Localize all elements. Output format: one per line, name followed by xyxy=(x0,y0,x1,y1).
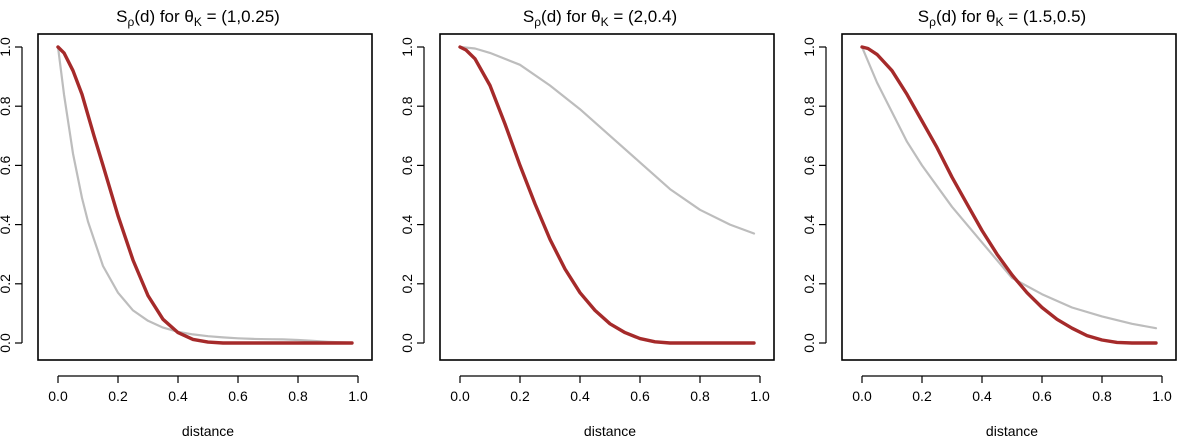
panel-2-x-tick-label: 0.2 xyxy=(510,388,530,404)
panel-3-title: Sρ(d) for θK = (1.5,0.5) xyxy=(918,7,1086,29)
panel-3: Sρ(d) for θK = (1.5,0.5) 0.0 0.2 0.4 0.6 0.8… xyxy=(801,7,1177,439)
panel-1-y-tick-label: 0.8 xyxy=(0,96,13,116)
panel-2-plot-frame xyxy=(439,33,775,361)
panel-1-x-tick-label: 0.8 xyxy=(288,388,308,404)
panel-2-y-tick-label: 1.0 xyxy=(399,37,415,57)
panel-1-plot-frame xyxy=(37,33,373,361)
panel-2-y-tick-label: 0.6 xyxy=(399,155,415,175)
panel-2-y-tick-label: 0.2 xyxy=(399,274,415,294)
panel-1-x-tick-label: 0.6 xyxy=(228,388,248,404)
panel-3-y-tick-label: 0.6 xyxy=(801,155,817,175)
panel-2-y-tick-label: 0.0 xyxy=(399,333,415,353)
panel-2-x-tick-label: 0.6 xyxy=(630,388,650,404)
panel-2-series-2-line xyxy=(458,45,756,345)
panel-3-plot-area: 0.0 0.2 0.4 0.6 0.8 1.0 0.0 0.2 0.4 0.6 0.8 1.0 xyxy=(801,33,1177,404)
panel-1-x-tick-label: 0.2 xyxy=(108,388,128,404)
panel-3-x-tick-label: 0.2 xyxy=(912,388,932,404)
panel-1-series-1-line xyxy=(56,45,354,344)
panel-3-y-tick-label: 0.0 xyxy=(801,333,817,353)
panel-1-x-tick-label: 0.4 xyxy=(168,388,188,404)
panel-2-y-tick-label: 0.4 xyxy=(399,215,415,235)
panel-3-x-tick-label: 0.0 xyxy=(852,388,872,404)
panel-1-series-2-line xyxy=(56,45,354,345)
panel-3-y-tick-label: 1.0 xyxy=(801,37,817,57)
panel-2-series-1-line xyxy=(458,45,756,235)
panel-1-y-tick-label: 0.6 xyxy=(0,155,13,175)
panel-2-x-axis-label: distance xyxy=(584,423,636,439)
panel-3-series-1-line xyxy=(860,45,1158,330)
panel-1-y-tick-label: 0.2 xyxy=(0,274,13,294)
panel-1-x-tick-label: 0.0 xyxy=(48,388,68,404)
panel-3-x-tick-label: 0.8 xyxy=(1092,388,1112,404)
panel-3-x-tick-label: 1.0 xyxy=(1152,388,1172,404)
panel-3-x-axis-label: distance xyxy=(986,423,1038,439)
panel-3-y-tick-label: 0.2 xyxy=(801,274,817,294)
panel-2-x-tick-label: 0.4 xyxy=(570,388,590,404)
panel-1-y-tick-label: 0.0 xyxy=(0,333,13,353)
panel-1-plot-area: 0.0 0.2 0.4 0.6 0.8 1.0 0.0 0.2 0.4 0.6 0.8 1.0 xyxy=(0,33,373,404)
panel-1-y-tick-label: 0.4 xyxy=(0,215,13,235)
panel-3-plot-frame xyxy=(841,33,1177,361)
panel-2-x-tick-label: 1.0 xyxy=(750,388,770,404)
panel-3-x-tick-label: 0.6 xyxy=(1032,388,1052,404)
panel-3-series-2-line xyxy=(860,45,1158,345)
panel-1-x-tick-label: 1.0 xyxy=(348,388,368,404)
panel-2: Sρ(d) for θK = (2,0.4) 0.0 0.2 0.4 0.6 0.8 1.… xyxy=(399,7,775,439)
panel-3-y-tick-label: 0.8 xyxy=(801,96,817,116)
panel-2-y-tick-label: 0.8 xyxy=(399,96,415,116)
panel-1-x-axis-label: distance xyxy=(182,423,234,439)
panel-3-x-tick-label: 0.4 xyxy=(972,388,992,404)
panel-3-y-tick-label: 0.4 xyxy=(801,215,817,235)
panel-1-y-tick-label: 1.0 xyxy=(0,37,13,57)
panel-2-x-tick-label: 0.8 xyxy=(690,388,710,404)
panel-2-x-tick-label: 0.0 xyxy=(450,388,470,404)
panel-2-plot-area: 0.0 0.2 0.4 0.6 0.8 1.0 0.0 0.2 0.4 0.6 0.8 1.0 xyxy=(399,33,775,404)
panel-1: Sρ(d) for θK = (1,0.25) 0.0 0.2 0.4 0.6 0.8 1… xyxy=(0,7,373,439)
panel-2-title: Sρ(d) for θK = (2,0.4) xyxy=(523,7,677,29)
panel-1-title: Sρ(d) for θK = (1,0.25) xyxy=(116,7,280,29)
